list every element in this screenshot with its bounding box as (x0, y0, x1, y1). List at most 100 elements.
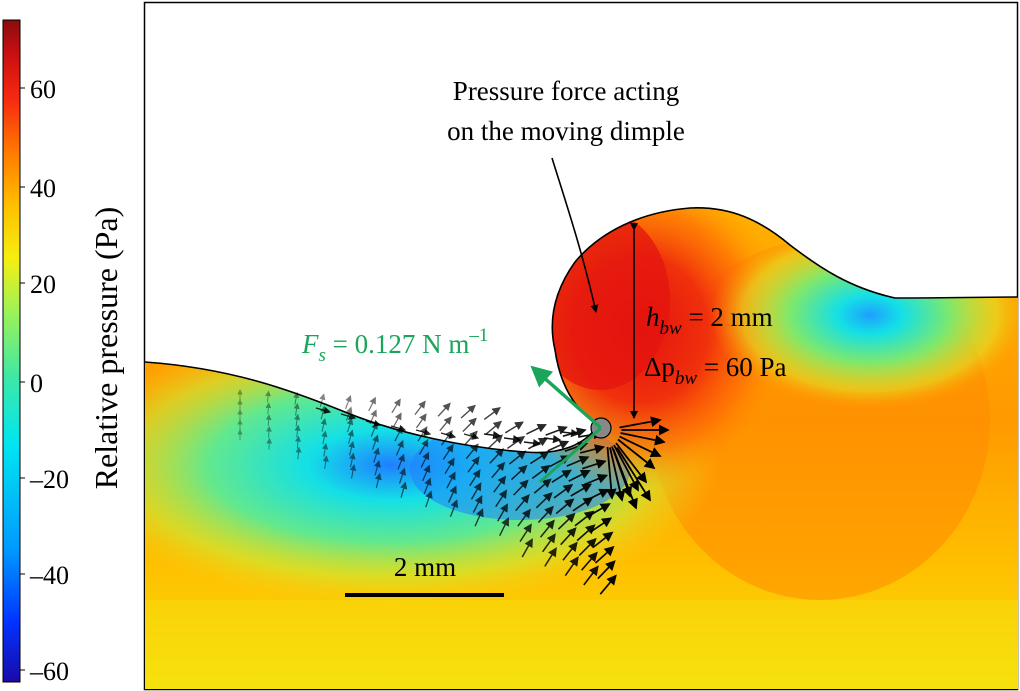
velocity-arrow (594, 545, 615, 564)
colorbar (2, 19, 21, 683)
velocity-arrow (545, 425, 568, 436)
velocity-arrow (597, 560, 616, 580)
velocity-arrow (265, 390, 271, 403)
velocity-arrow (369, 409, 377, 425)
velocity-arrow (446, 471, 456, 489)
velocity-arrow (439, 416, 452, 432)
scale-bar-label: 2 mm (394, 552, 456, 582)
velocity-arrow (415, 428, 432, 436)
velocity-arrow (444, 457, 455, 475)
velocity-arrow (321, 430, 328, 445)
velocity-arrow (449, 499, 459, 517)
velocity-arrow (474, 508, 484, 527)
velocity-arrow (422, 464, 431, 482)
velocity-arrow (371, 434, 379, 450)
dp-value: = 60 Pa (697, 352, 786, 382)
velocity-arrow (570, 483, 593, 497)
velocity-arrow (320, 418, 327, 432)
colorbar-tick-label: –20 (29, 465, 69, 494)
velocity-arrow (485, 420, 503, 435)
velocity-arrow (580, 551, 598, 571)
velocity-arrow (547, 440, 570, 452)
velocity-arrow (415, 413, 427, 429)
velocity-arrow (321, 442, 329, 457)
velocity-arrow (513, 479, 529, 496)
force-component-line (539, 426, 602, 484)
velocity-arrow (619, 435, 662, 457)
velocity-arrow (619, 416, 662, 429)
velocity-arrow (368, 396, 376, 412)
velocity-arrow (517, 508, 531, 527)
velocity-arrow (340, 412, 357, 420)
velocity-arrow (390, 424, 407, 432)
colorbar-ticks (20, 87, 25, 671)
velocity-arrow (526, 423, 547, 435)
velocity-arrow (470, 482, 482, 500)
velocity-arrow (542, 533, 556, 553)
fs-subscript: s (319, 345, 326, 366)
velocity-arrow (414, 400, 426, 416)
velocity-arrow (588, 503, 611, 517)
velocity-arrow (265, 402, 272, 415)
velocity-arrow (543, 434, 562, 444)
velocity-arrow (609, 447, 626, 502)
velocity-arrow (448, 485, 457, 503)
velocity-arrow (472, 495, 483, 514)
velocity-arrow (574, 510, 595, 527)
velocity-arrow (562, 541, 578, 561)
velocity-arrow (295, 435, 302, 449)
velocity-arrow (590, 517, 613, 533)
velocity-arrow (581, 459, 607, 470)
velocity-arrow (465, 443, 479, 460)
velocity-arrow (319, 393, 326, 407)
velocity-arrow (462, 417, 477, 433)
velocity-arrow (568, 470, 591, 482)
velocity-arrow (535, 492, 553, 509)
velocity-arrow (489, 448, 505, 464)
dimple-height-label: hbw = 2 mm (646, 302, 773, 339)
hbw-subscript: bw (660, 318, 683, 339)
velocity-arrow (349, 463, 357, 479)
velocity-arrow (397, 453, 405, 470)
dp-symbol: Δp (644, 352, 675, 382)
surface-tension-label: Fs = 0.127 N m–1 (301, 325, 488, 366)
velocity-arrow (523, 438, 542, 448)
velocity-arrow (560, 527, 577, 546)
velocity-arrow (499, 517, 509, 536)
velocity-arrow (442, 443, 454, 460)
colorbar-tick-label: 0 (30, 369, 43, 398)
velocity-arrow (495, 489, 508, 508)
velocity-arrow (521, 538, 533, 558)
velocity-arrow (510, 464, 528, 481)
velocity-arrow (583, 473, 609, 486)
velocity-arrow (483, 430, 502, 440)
fs-symbol: F (301, 329, 319, 359)
velocity-arrow (620, 432, 666, 446)
velocity-arrow (266, 425, 272, 438)
velocity-arrow (266, 437, 273, 450)
velocity-arrow (392, 412, 402, 428)
surface-tension-force-arrow (530, 365, 603, 430)
velocity-arrow (572, 497, 594, 512)
pressure-force-pointer (551, 157, 599, 313)
velocity-arrow (508, 450, 527, 465)
velocity-arrow (561, 428, 580, 438)
pressure-force-label-line2: on the moving dimple (447, 116, 685, 146)
velocity-arrow (557, 512, 576, 530)
velocity-arrow (599, 574, 617, 595)
velocity-arrow (265, 414, 272, 427)
velocity-arrow (615, 442, 648, 484)
dp-subscript: bw (675, 368, 698, 389)
velocity-arrow (504, 421, 524, 434)
velocity-arrow (425, 490, 433, 508)
velocity-arrow (579, 444, 606, 455)
velocity-arrow (555, 498, 575, 515)
velocity-arrow (578, 537, 597, 557)
velocity-arrow (467, 456, 480, 473)
velocity-arrow (463, 432, 480, 440)
velocity-arrow (616, 447, 651, 502)
velocity-arrow (551, 469, 572, 483)
velocity-arrow (391, 398, 401, 414)
velocity-arrow (295, 446, 302, 460)
